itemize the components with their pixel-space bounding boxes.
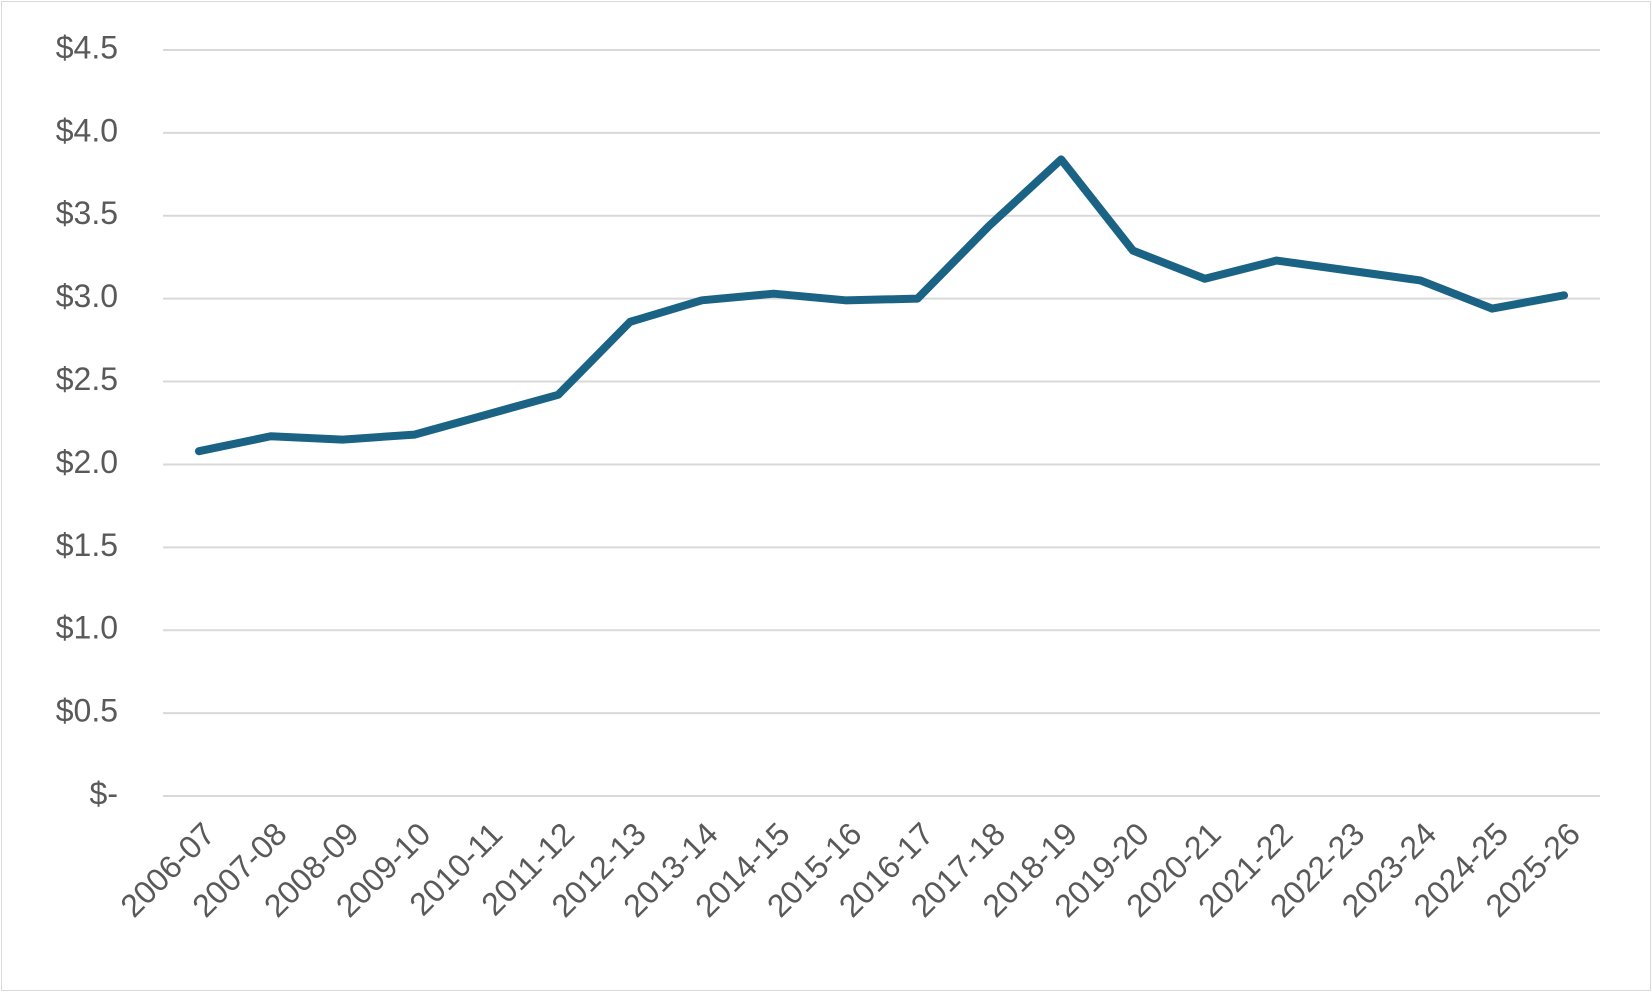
data-point — [485, 413, 488, 416]
data-point — [1491, 307, 1494, 310]
series-lines — [194, 155, 1569, 456]
series-line — [194, 155, 1569, 456]
data-point — [1419, 279, 1422, 282]
data-point — [1347, 269, 1350, 272]
data-point — [1203, 277, 1206, 280]
y-tick-label: $- — [90, 775, 118, 811]
data-point — [988, 224, 991, 227]
data-point — [700, 299, 703, 302]
data-point — [341, 438, 344, 441]
y-tick-label: $1.0 — [56, 610, 118, 646]
y-tick-label: $2.5 — [56, 361, 118, 397]
data-point — [1060, 158, 1063, 161]
y-tick-label: $3.5 — [56, 195, 118, 231]
data-point — [1563, 294, 1566, 297]
data-point — [772, 292, 775, 295]
data-point — [916, 297, 919, 300]
data-point — [844, 299, 847, 302]
y-tick-label: $2.0 — [56, 444, 118, 480]
data-point — [413, 433, 416, 436]
y-tick-label: $3.0 — [56, 278, 118, 314]
gridlines — [163, 49, 1600, 797]
data-point — [1275, 259, 1278, 262]
data-point — [557, 393, 560, 396]
data-point — [197, 450, 200, 453]
data-point — [269, 435, 272, 438]
y-tick-label: $4.5 — [56, 29, 118, 65]
y-axis-tick-labels: $- $0.5 $1.0 $1.5 $2.0 $2.5 $3.0 $3.5 $4.0 $4.5 — [56, 29, 118, 811]
y-tick-label: $0.5 — [56, 693, 118, 729]
x-axis-tick-labels: 2006-072007-082008-092009-102010-112011-… — [113, 815, 1587, 923]
data-point — [1131, 249, 1134, 252]
data-point — [629, 320, 632, 323]
y-tick-label: $4.0 — [56, 112, 118, 148]
y-tick-label: $1.5 — [56, 527, 118, 563]
